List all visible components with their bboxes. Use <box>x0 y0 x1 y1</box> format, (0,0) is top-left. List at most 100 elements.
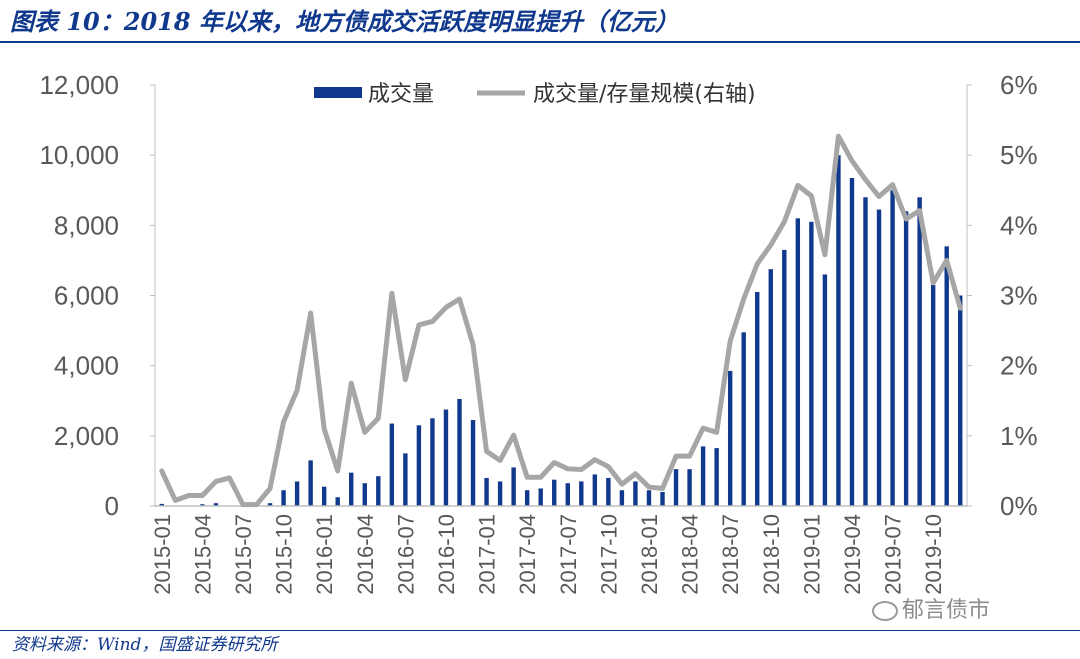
bar <box>890 190 895 506</box>
bar <box>443 409 449 506</box>
bar <box>267 503 273 506</box>
bar <box>281 490 286 506</box>
bar <box>430 418 435 506</box>
bar <box>782 249 787 506</box>
x-axis: 2015-01 2015-04 2015-07 2015-10 2016-01 2016-… <box>150 514 946 595</box>
bar <box>741 332 746 506</box>
bar <box>727 370 733 506</box>
bar <box>619 490 625 506</box>
bar <box>768 269 773 506</box>
watermark-text: 郁言债市 <box>902 598 991 623</box>
bar <box>714 448 719 506</box>
bar <box>863 197 868 506</box>
bar <box>416 425 422 506</box>
wechat-icon <box>872 601 898 621</box>
bar <box>795 218 801 506</box>
bar <box>755 291 760 506</box>
bar <box>822 274 828 506</box>
x-tick-label: 2016-01 <box>312 514 337 595</box>
bar <box>633 481 638 506</box>
chart: 0 2,000 4,000 6,000 8,000 10,000 12,000 0% 1% 2%… <box>39 70 1038 595</box>
bar <box>294 481 300 506</box>
legend: 成交量 成交量/存量规模(右轴) <box>314 82 756 107</box>
footer-divider <box>0 630 1080 631</box>
watermark: 郁言债市 <box>872 596 990 626</box>
x-tick-label: 2017-10 <box>596 514 621 595</box>
bar <box>876 209 882 507</box>
bar <box>809 221 814 506</box>
bar-series <box>159 155 963 507</box>
legend-label-line: 成交量/存量规模(右轴) <box>533 82 756 107</box>
x-tick-label: 2017-07 <box>556 514 581 595</box>
bar <box>200 504 205 506</box>
bar <box>700 446 706 506</box>
bar <box>579 481 584 506</box>
bar <box>497 481 503 506</box>
y-axis-right: 0% 1% 2% 3% 4% 5% 6% <box>967 70 1038 521</box>
bar <box>592 474 598 506</box>
bar <box>849 177 855 506</box>
bar <box>403 453 408 507</box>
bar <box>362 483 367 506</box>
line-series <box>159 133 963 508</box>
ratio-line <box>159 133 963 508</box>
bar <box>484 477 489 506</box>
legend-label-bar: 成交量 <box>368 82 434 107</box>
bar <box>930 284 936 506</box>
y-right-tick-label: 5% <box>1000 140 1038 170</box>
bar <box>159 503 164 506</box>
bar <box>836 155 841 507</box>
legend-swatch-bar <box>314 87 362 98</box>
x-tick-label: 2015-10 <box>272 514 297 595</box>
bar <box>944 246 949 506</box>
bar <box>335 497 340 506</box>
bar <box>376 476 381 506</box>
source-note: 资料来源：Wind，国盛证券研究所 <box>12 635 278 655</box>
y-left-tick-label: 6,000 <box>54 281 119 311</box>
bar <box>917 197 922 506</box>
x-tick-label: 2018-01 <box>637 514 662 595</box>
x-tick-label: 2016-07 <box>393 514 418 595</box>
x-tick-label: 2019-07 <box>881 514 906 595</box>
title-divider <box>0 41 1080 43</box>
y-right-tick-label: 6% <box>1000 70 1038 100</box>
y-right-tick-label: 3% <box>1000 281 1038 311</box>
chart-title: 图表 10：2018 年以来，地方债成交活跃度明显提升（亿元） <box>10 7 679 36</box>
y-right-tick-label: 0% <box>1000 491 1038 521</box>
bar <box>349 472 354 506</box>
bar <box>606 477 611 506</box>
x-tick-label: 2018-04 <box>678 514 703 595</box>
x-tick-label: 2015-07 <box>231 514 256 595</box>
y-left-tick-label: 8,000 <box>54 210 119 240</box>
bar <box>213 503 219 506</box>
x-tick-label: 2015-04 <box>190 514 215 595</box>
y-right-tick-label: 1% <box>1000 421 1038 451</box>
bar <box>389 423 395 506</box>
bar <box>565 483 570 506</box>
bar <box>958 295 963 506</box>
bar <box>511 467 516 506</box>
y-left-tick-label: 10,000 <box>39 140 119 170</box>
y-left-tick-label: 0 <box>105 491 119 521</box>
bar <box>321 486 327 506</box>
y-left-tick-label: 4,000 <box>54 351 119 381</box>
bar <box>687 469 692 506</box>
bar <box>673 469 679 506</box>
bar <box>308 460 313 506</box>
y-left-tick-label: 2,000 <box>54 421 119 451</box>
x-tick-label: 2015-01 <box>150 514 175 595</box>
bar <box>660 491 665 506</box>
x-tick-label: 2016-10 <box>434 514 459 595</box>
x-tick-label: 2019-10 <box>921 514 946 595</box>
bar <box>538 488 543 506</box>
x-tick-label: 2016-04 <box>353 514 378 595</box>
x-tick-label: 2018-07 <box>718 514 743 595</box>
bar <box>457 399 462 506</box>
x-tick-label: 2018-10 <box>759 514 784 595</box>
y-axis-left: 0 2,000 4,000 6,000 8,000 10,000 12,000 <box>39 70 155 521</box>
y-left-tick-label: 12,000 <box>39 70 119 100</box>
bar <box>470 420 476 506</box>
x-tick-label: 2019-01 <box>799 514 824 595</box>
x-tick-label: 2019-04 <box>840 514 865 595</box>
x-tick-label: 2017-01 <box>475 514 500 595</box>
